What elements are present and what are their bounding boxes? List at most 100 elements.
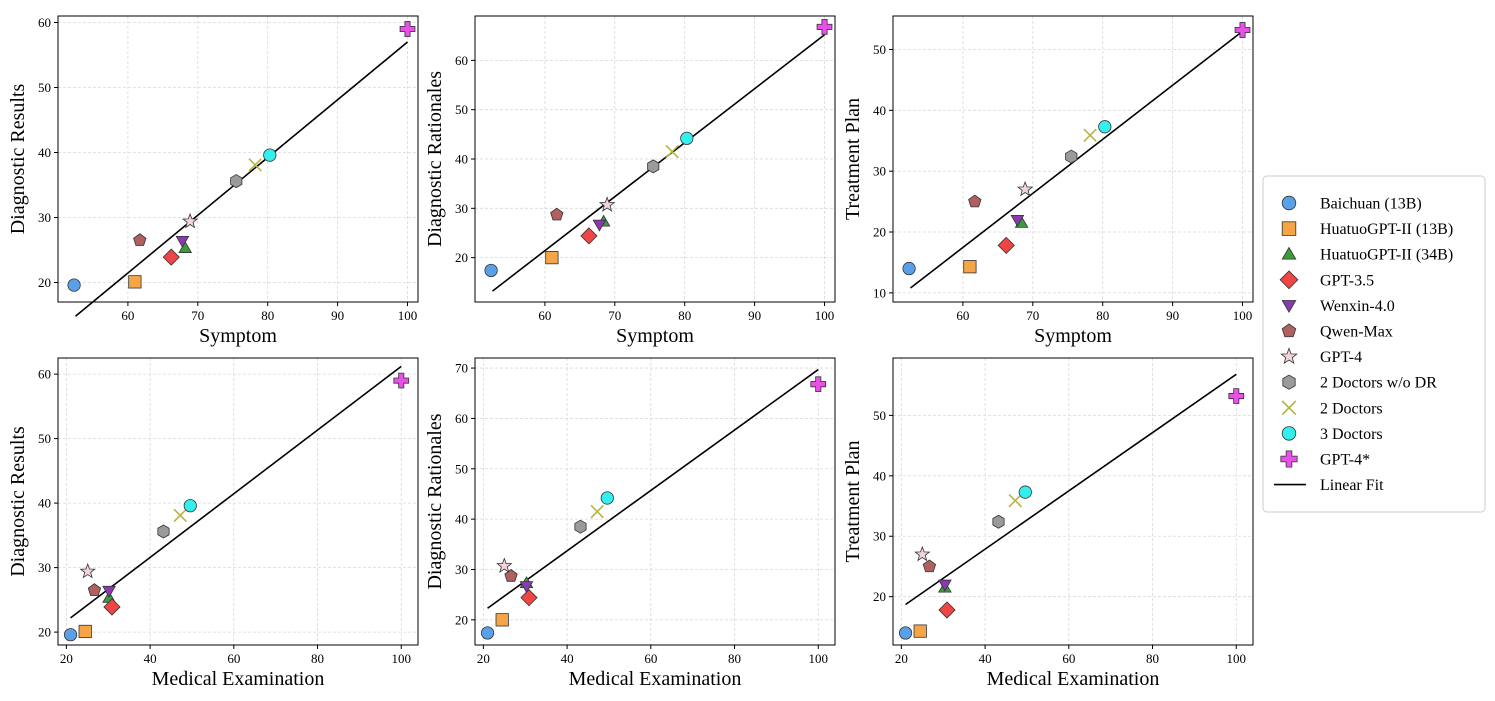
- legend-entry-huatuogpt-ii-34b: HuatuoGPT-II (34B): [1281, 246, 1453, 264]
- legend-entry-3-doctors: 3 Doctors: [1281, 426, 1383, 443]
- y-tick-label: 30: [455, 562, 468, 577]
- axes-frame: [57, 15, 419, 303]
- legend-entry-wenxin-4-0: Wenxin-4.0: [1281, 298, 1395, 315]
- legend-label: 2 Doctors w/o DR: [1320, 375, 1437, 392]
- point-huatuogpt-ii-13b: [78, 624, 92, 639]
- point-qwen-max: [968, 194, 982, 208]
- y-tick-label: 20: [38, 275, 51, 290]
- x-tick-label: 40: [561, 651, 574, 666]
- legend-entry-gpt-3-5: GPT-3.5: [1279, 270, 1374, 289]
- point-2-doctors-w-o-dr: [157, 524, 170, 539]
- point-wenxin-4-0: [175, 236, 190, 248]
- x-axis-label: Symptom: [199, 325, 277, 347]
- linear-fit-line: [905, 373, 1237, 606]
- y-tick-label: 30: [455, 201, 468, 216]
- legend-entry-huatuogpt-ii-13b: HuatuoGPT-II (13B): [1281, 221, 1453, 238]
- x-tick-label: 60: [644, 651, 657, 666]
- x-tick-label: 80: [311, 651, 324, 666]
- x-tick-label: 100: [398, 308, 418, 323]
- x-tick-label: 20: [60, 651, 73, 666]
- point-gpt-3-5: [938, 601, 956, 619]
- y-tick-label: 30: [38, 560, 51, 575]
- point-3-doctors: [1018, 485, 1032, 499]
- legend-marker-baichuan-13b: [1281, 195, 1297, 211]
- y-tick-label: 50: [455, 102, 468, 117]
- point-3-doctors: [1098, 120, 1112, 134]
- y-tick-label: 40: [455, 152, 468, 167]
- y-tick-label: 60: [455, 53, 468, 68]
- legend-marker-2-doctors: [1281, 400, 1297, 416]
- point-2-doctors: [1083, 128, 1097, 143]
- point-baichuan-13b: [63, 628, 78, 642]
- y-tick-label: 20: [455, 612, 468, 627]
- x-axis-label: Symptom: [1034, 325, 1112, 347]
- y-tick-label: 30: [873, 164, 886, 179]
- y-tick-label: 40: [873, 103, 886, 118]
- y-tick-label: 30: [873, 529, 886, 544]
- panel-1: 60 70 80 90 100 20 30 40 50 60 Symptom Diagnostic R…: [7, 15, 419, 347]
- y-tick-label: 50: [873, 408, 886, 423]
- point-qwen-max: [550, 207, 564, 221]
- legend-entry-qwen-max: Qwen-Max: [1281, 323, 1393, 341]
- point-gpt-3-5: [580, 227, 598, 245]
- x-tick-label: 80: [728, 651, 741, 666]
- y-tick-label: 60: [38, 15, 51, 30]
- legend-marker-huatuogpt-ii-13b: [1281, 221, 1297, 236]
- scatter-panels: 60 70 80 90 100 20 30 40 50 60 Symptom Diagnostic R…: [7, 15, 1254, 690]
- legend-label: GPT-4*: [1320, 452, 1370, 469]
- x-tick-label: 70: [191, 308, 204, 323]
- x-tick-label: 20: [895, 651, 908, 666]
- x-tick-label: 70: [608, 308, 621, 323]
- legend-entry-linear-fit: Linear Fit: [1274, 477, 1384, 494]
- x-axis-label: Medical Examination: [569, 668, 742, 690]
- legend-label: GPT-3.5: [1320, 272, 1374, 289]
- point-3-doctors: [680, 131, 694, 145]
- point-qwen-max: [504, 569, 518, 582]
- x-tick-label: 60: [538, 308, 551, 323]
- legend-entry-2-doctors-w-o-dr: 2 Doctors w/o DR: [1282, 374, 1437, 392]
- point-baichuan-13b: [480, 626, 495, 640]
- point-2-doctors-w-o-dr: [647, 159, 660, 174]
- y-tick-label: 20: [873, 225, 886, 240]
- legend-entry-gpt-4: GPT-4: [1280, 347, 1362, 366]
- point-2-doctors-w-o-dr: [992, 514, 1005, 529]
- x-tick-label: 100: [1227, 651, 1247, 666]
- legend-label: Qwen-Max: [1320, 324, 1393, 341]
- point-gpt-4: [399, 21, 416, 37]
- x-tick-label: 60: [1062, 651, 1075, 666]
- point-gpt-4: [79, 562, 96, 579]
- point-huatuogpt-ii-13b: [545, 251, 559, 265]
- point-2-doctors: [173, 508, 187, 523]
- legend-label: HuatuoGPT-II (13B): [1320, 221, 1453, 238]
- legend-marker-huatuogpt-ii-34b: [1281, 246, 1297, 260]
- axes-frame: [57, 357, 419, 646]
- axes-frame: [892, 357, 1254, 646]
- y-tick-label: 60: [38, 367, 51, 382]
- axes-frame: [892, 15, 1254, 303]
- point-2-doctors-w-o-dr: [574, 519, 587, 534]
- x-tick-label: 60: [227, 651, 240, 666]
- x-tick-label: 90: [331, 308, 344, 323]
- point-2-doctors: [248, 158, 262, 172]
- point-gpt-4: [496, 557, 513, 573]
- panel-3: 60 70 80 90 100 10 20 30 40 50 Symptom Treatment Pl…: [842, 15, 1254, 347]
- point-3-doctors: [263, 148, 277, 162]
- point-gpt-4: [914, 545, 931, 562]
- legend-label: Wenxin-4.0: [1320, 298, 1395, 315]
- point-gpt-4: [598, 196, 616, 212]
- x-tick-label: 60: [956, 308, 969, 323]
- legend-marker-qwen-max: [1281, 323, 1297, 338]
- point-gpt-4: [810, 376, 827, 393]
- panel-5: 20 40 60 80 100 20 30 40 50 60 70 Medical Examinati…: [424, 357, 836, 690]
- point-2-doctors: [665, 144, 679, 159]
- point-wenxin-4-0: [1010, 214, 1025, 227]
- x-tick-label: 100: [815, 308, 835, 323]
- point-gpt-4: [393, 372, 410, 389]
- y-tick-label: 50: [873, 42, 886, 57]
- point-2-doctors: [590, 504, 604, 519]
- legend-marker-gpt-4: [1280, 450, 1298, 468]
- y-tick-label: 50: [455, 461, 468, 476]
- panel-2: 60 70 80 90 100 20 30 40 50 60 Symptom Diagnostic R…: [424, 15, 836, 347]
- x-tick-label: 80: [1146, 651, 1159, 666]
